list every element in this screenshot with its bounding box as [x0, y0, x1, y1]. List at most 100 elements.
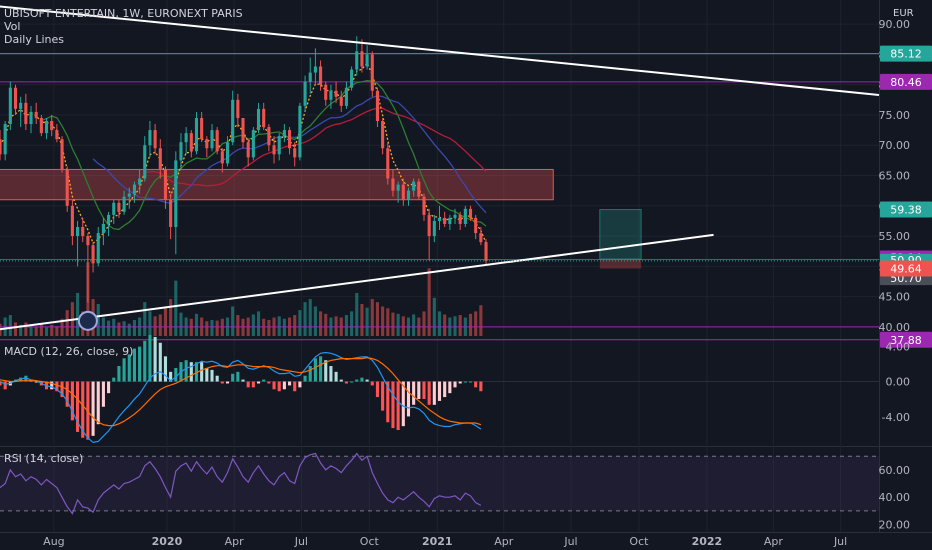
candle-body	[453, 214, 457, 218]
volume-bar	[251, 314, 255, 336]
volume-bar	[76, 292, 80, 336]
candle-body	[412, 181, 416, 191]
macd-histogram-bar	[437, 381, 442, 401]
macd-histogram-bar	[76, 381, 80, 432]
daily-lines-label: Daily Lines	[4, 33, 64, 46]
volume-bar	[256, 311, 261, 336]
candle-body	[194, 117, 199, 152]
trendline	[0, 233, 714, 331]
candle-body	[350, 69, 354, 88]
volume-bar	[174, 280, 178, 336]
candle-body	[44, 121, 49, 134]
macd-histogram-bar	[262, 379, 266, 382]
candle-body	[231, 99, 235, 143]
macd-histogram-bar	[272, 381, 276, 390]
volume-bar	[55, 326, 59, 336]
candle-body	[122, 196, 126, 212]
candle-body	[329, 90, 333, 100]
candle-body	[132, 184, 136, 194]
volume-bar	[143, 302, 147, 336]
time-axis-label: 2022	[692, 535, 723, 548]
macd-histogram-bar	[298, 381, 302, 388]
rsi-band	[0, 456, 879, 511]
candle-body	[76, 226, 80, 237]
rsi-axis-label: 60.00	[879, 464, 911, 477]
volume-bar	[324, 313, 328, 336]
ma-short-line	[41, 80, 487, 231]
volume-bar	[453, 316, 457, 336]
candle-body	[432, 220, 436, 237]
candle-body	[179, 142, 183, 161]
macd-histogram-bar	[132, 348, 136, 382]
candle-body	[267, 127, 271, 146]
volume-bar	[319, 311, 323, 336]
time-axis-label: Apr	[494, 535, 514, 548]
candle-body	[158, 148, 162, 170]
candle-body	[96, 233, 100, 264]
time-axis-label: Oct	[360, 535, 380, 548]
rsi-line	[0, 452, 482, 515]
time-axis-label: 2021	[422, 535, 453, 548]
candle-body	[355, 51, 359, 70]
volume-bar	[236, 315, 240, 336]
macd-histogram-bar	[50, 381, 54, 390]
macd-histogram-bar	[148, 335, 152, 382]
trendline	[0, 5, 880, 96]
volume-bar	[169, 299, 173, 336]
volume-bar	[19, 324, 23, 336]
candle-body	[0, 139, 2, 155]
volume-bar	[29, 326, 33, 336]
rsi-axis-label: 40.00	[879, 491, 911, 504]
macd-title: MACD (12, 26, close, 9)	[4, 345, 134, 358]
volume-bar	[303, 302, 307, 336]
macd-histogram-bar	[319, 356, 323, 382]
macd-histogram-bar	[422, 381, 426, 399]
candle-body	[277, 136, 281, 155]
candle-body	[169, 199, 173, 227]
candle-body	[468, 208, 473, 218]
candle-body	[458, 214, 462, 224]
candle-body	[138, 178, 142, 185]
ema-fast-line	[0, 62, 487, 245]
macd-histogram-bar	[355, 379, 359, 382]
macd-histogram-bar	[81, 381, 85, 438]
volume-bar	[215, 320, 219, 336]
candle-body	[210, 130, 214, 149]
volume-bar	[308, 299, 312, 336]
price-axis-label: 90.00	[879, 18, 911, 31]
volume-bar	[375, 302, 380, 336]
macd-histogram-bar	[458, 381, 462, 384]
macd-line	[0, 351, 482, 444]
macd-histogram-bar	[453, 381, 457, 388]
candle-body	[39, 117, 43, 134]
price-badge-label: 80.46	[890, 76, 922, 89]
rsi-axis-label: 20.00	[879, 519, 911, 532]
time-axis-label: 2020	[152, 535, 183, 548]
candle-body	[406, 190, 411, 200]
candle-body	[13, 87, 18, 109]
candle-body	[370, 54, 374, 91]
candle-body	[65, 169, 69, 206]
volume-bar	[163, 308, 168, 336]
macd-histogram-bar	[153, 336, 157, 382]
volume-bar	[422, 311, 426, 336]
candle-body	[437, 217, 442, 221]
candle-body	[112, 202, 116, 215]
price-badge	[880, 45, 932, 62]
macd-histogram-bar	[163, 356, 168, 382]
macd-histogram-bar	[350, 381, 354, 383]
macd-histogram-bar	[138, 346, 142, 382]
macd-histogram-bar	[3, 381, 7, 390]
macd-histogram-bar	[24, 375, 28, 382]
price-badge	[880, 260, 932, 277]
volume-bar	[391, 312, 395, 336]
macd-histogram-bar	[344, 381, 348, 384]
volume-bar	[370, 299, 374, 336]
macd-histogram-bar	[448, 381, 452, 394]
macd-histogram-bar	[267, 381, 271, 384]
volume-bar	[360, 304, 364, 336]
macd-histogram-bar	[0, 381, 2, 386]
